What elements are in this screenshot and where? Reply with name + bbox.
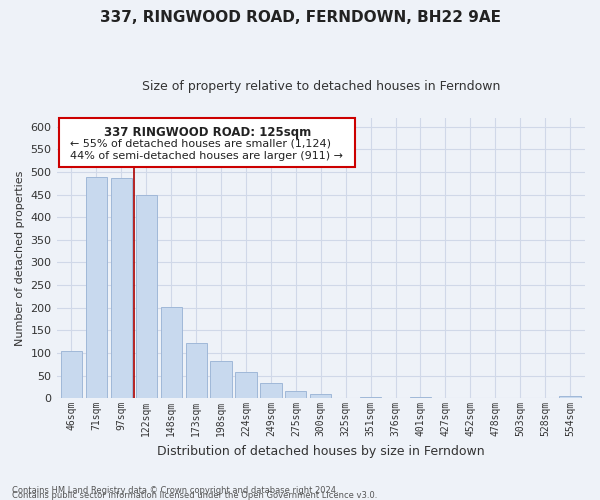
Bar: [559, 396, 581, 398]
Bar: [235, 372, 257, 398]
Text: 337 RINGWOOD ROAD: 125sqm: 337 RINGWOOD ROAD: 125sqm: [104, 126, 311, 139]
Bar: [211, 360, 232, 398]
Text: Contains HM Land Registry data © Crown copyright and database right 2024.: Contains HM Land Registry data © Crown c…: [12, 486, 338, 495]
FancyBboxPatch shape: [59, 118, 355, 167]
Title: Size of property relative to detached houses in Ferndown: Size of property relative to detached ho…: [142, 80, 500, 93]
X-axis label: Distribution of detached houses by size in Ferndown: Distribution of detached houses by size …: [157, 444, 485, 458]
Bar: [136, 194, 157, 398]
Y-axis label: Number of detached properties: Number of detached properties: [15, 170, 25, 346]
Bar: [161, 307, 182, 398]
Bar: [61, 350, 82, 398]
Text: ← 55% of detached houses are smaller (1,124): ← 55% of detached houses are smaller (1,…: [70, 138, 331, 148]
Bar: [285, 391, 307, 398]
Bar: [410, 397, 431, 398]
Text: Contains public sector information licensed under the Open Government Licence v3: Contains public sector information licen…: [12, 491, 377, 500]
Bar: [86, 178, 107, 398]
Bar: [185, 342, 207, 398]
Text: 44% of semi-detached houses are larger (911) →: 44% of semi-detached houses are larger (…: [70, 150, 343, 160]
Text: 337, RINGWOOD ROAD, FERNDOWN, BH22 9AE: 337, RINGWOOD ROAD, FERNDOWN, BH22 9AE: [100, 10, 500, 25]
Bar: [310, 394, 331, 398]
Bar: [111, 178, 132, 398]
Bar: [360, 397, 381, 398]
Bar: [260, 383, 281, 398]
